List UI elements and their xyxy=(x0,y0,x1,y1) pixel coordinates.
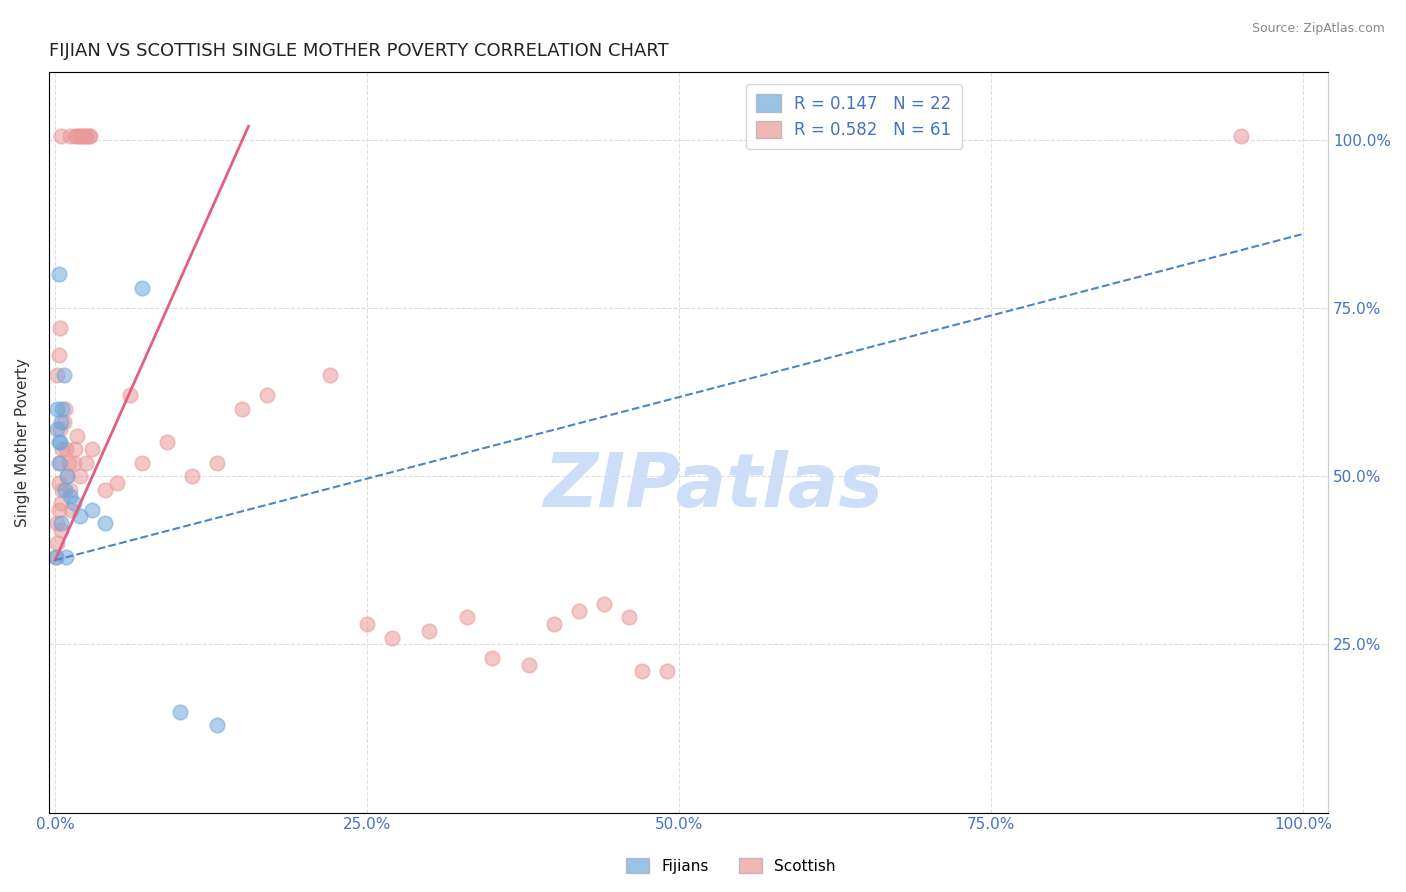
Point xyxy=(55,442,77,457)
Point xyxy=(53,483,76,497)
Point xyxy=(51,415,73,429)
Point xyxy=(630,665,652,679)
Point xyxy=(46,401,69,416)
Point xyxy=(105,475,128,490)
Point xyxy=(48,348,70,362)
Point xyxy=(51,496,73,510)
Point xyxy=(48,502,70,516)
Point xyxy=(56,469,79,483)
Point xyxy=(1229,129,1251,144)
Point xyxy=(49,321,72,335)
Point xyxy=(77,129,100,144)
Point xyxy=(82,502,104,516)
Point xyxy=(53,401,76,416)
Point xyxy=(62,496,84,510)
Point xyxy=(94,483,117,497)
Point xyxy=(56,469,79,483)
Point xyxy=(169,705,191,719)
Point xyxy=(51,516,73,531)
Point xyxy=(52,415,75,429)
Point xyxy=(69,469,91,483)
Point xyxy=(63,442,86,457)
Point xyxy=(48,267,70,281)
Point xyxy=(456,610,478,624)
Point xyxy=(617,610,640,624)
Point xyxy=(69,509,91,524)
Point xyxy=(256,388,278,402)
Point xyxy=(63,129,86,144)
Point xyxy=(75,456,97,470)
Y-axis label: Single Mother Poverty: Single Mother Poverty xyxy=(15,358,30,527)
Text: FIJIAN VS SCOTTISH SINGLE MOTHER POVERTY CORRELATION CHART: FIJIAN VS SCOTTISH SINGLE MOTHER POVERTY… xyxy=(49,42,668,60)
Point xyxy=(48,435,70,450)
Point xyxy=(156,435,179,450)
Point xyxy=(118,388,141,402)
Point xyxy=(75,129,97,144)
Point xyxy=(79,129,101,144)
Point xyxy=(655,665,678,679)
Point xyxy=(82,442,104,457)
Legend: R = 0.147   N = 22, R = 0.582   N = 61: R = 0.147 N = 22, R = 0.582 N = 61 xyxy=(747,85,962,149)
Point xyxy=(356,617,378,632)
Point xyxy=(59,129,82,144)
Point xyxy=(231,401,253,416)
Point xyxy=(51,442,73,457)
Point xyxy=(593,597,616,611)
Point xyxy=(51,129,73,144)
Point xyxy=(58,456,80,470)
Point xyxy=(45,549,67,564)
Point xyxy=(59,483,82,497)
Point xyxy=(67,129,90,144)
Point xyxy=(48,456,70,470)
Point xyxy=(517,657,540,672)
Text: Source: ZipAtlas.com: Source: ZipAtlas.com xyxy=(1251,22,1385,36)
Point xyxy=(481,650,503,665)
Point xyxy=(94,516,117,531)
Point xyxy=(46,536,69,550)
Point xyxy=(46,516,69,531)
Point xyxy=(62,456,84,470)
Point xyxy=(568,604,591,618)
Point xyxy=(60,502,83,516)
Point xyxy=(55,549,77,564)
Point xyxy=(66,129,89,144)
Point xyxy=(131,456,153,470)
Point xyxy=(207,456,229,470)
Point xyxy=(131,281,153,295)
Point xyxy=(66,429,89,443)
Point xyxy=(318,368,340,383)
Text: ZIPatlas: ZIPatlas xyxy=(544,450,884,524)
Point xyxy=(48,475,70,490)
Point xyxy=(51,523,73,537)
Point xyxy=(381,631,404,645)
Legend: Fijians, Scottish: Fijians, Scottish xyxy=(620,852,842,880)
Point xyxy=(207,718,229,732)
Point xyxy=(72,129,94,144)
Point xyxy=(51,401,73,416)
Point xyxy=(45,549,67,564)
Point xyxy=(52,368,75,383)
Point xyxy=(543,617,565,632)
Point xyxy=(418,624,440,638)
Point xyxy=(59,489,82,503)
Point xyxy=(49,422,72,436)
Point xyxy=(49,456,72,470)
Point xyxy=(46,422,69,436)
Point xyxy=(46,368,69,383)
Point xyxy=(49,435,72,450)
Point xyxy=(181,469,204,483)
Point xyxy=(70,129,93,144)
Point xyxy=(51,483,73,497)
Point xyxy=(73,129,96,144)
